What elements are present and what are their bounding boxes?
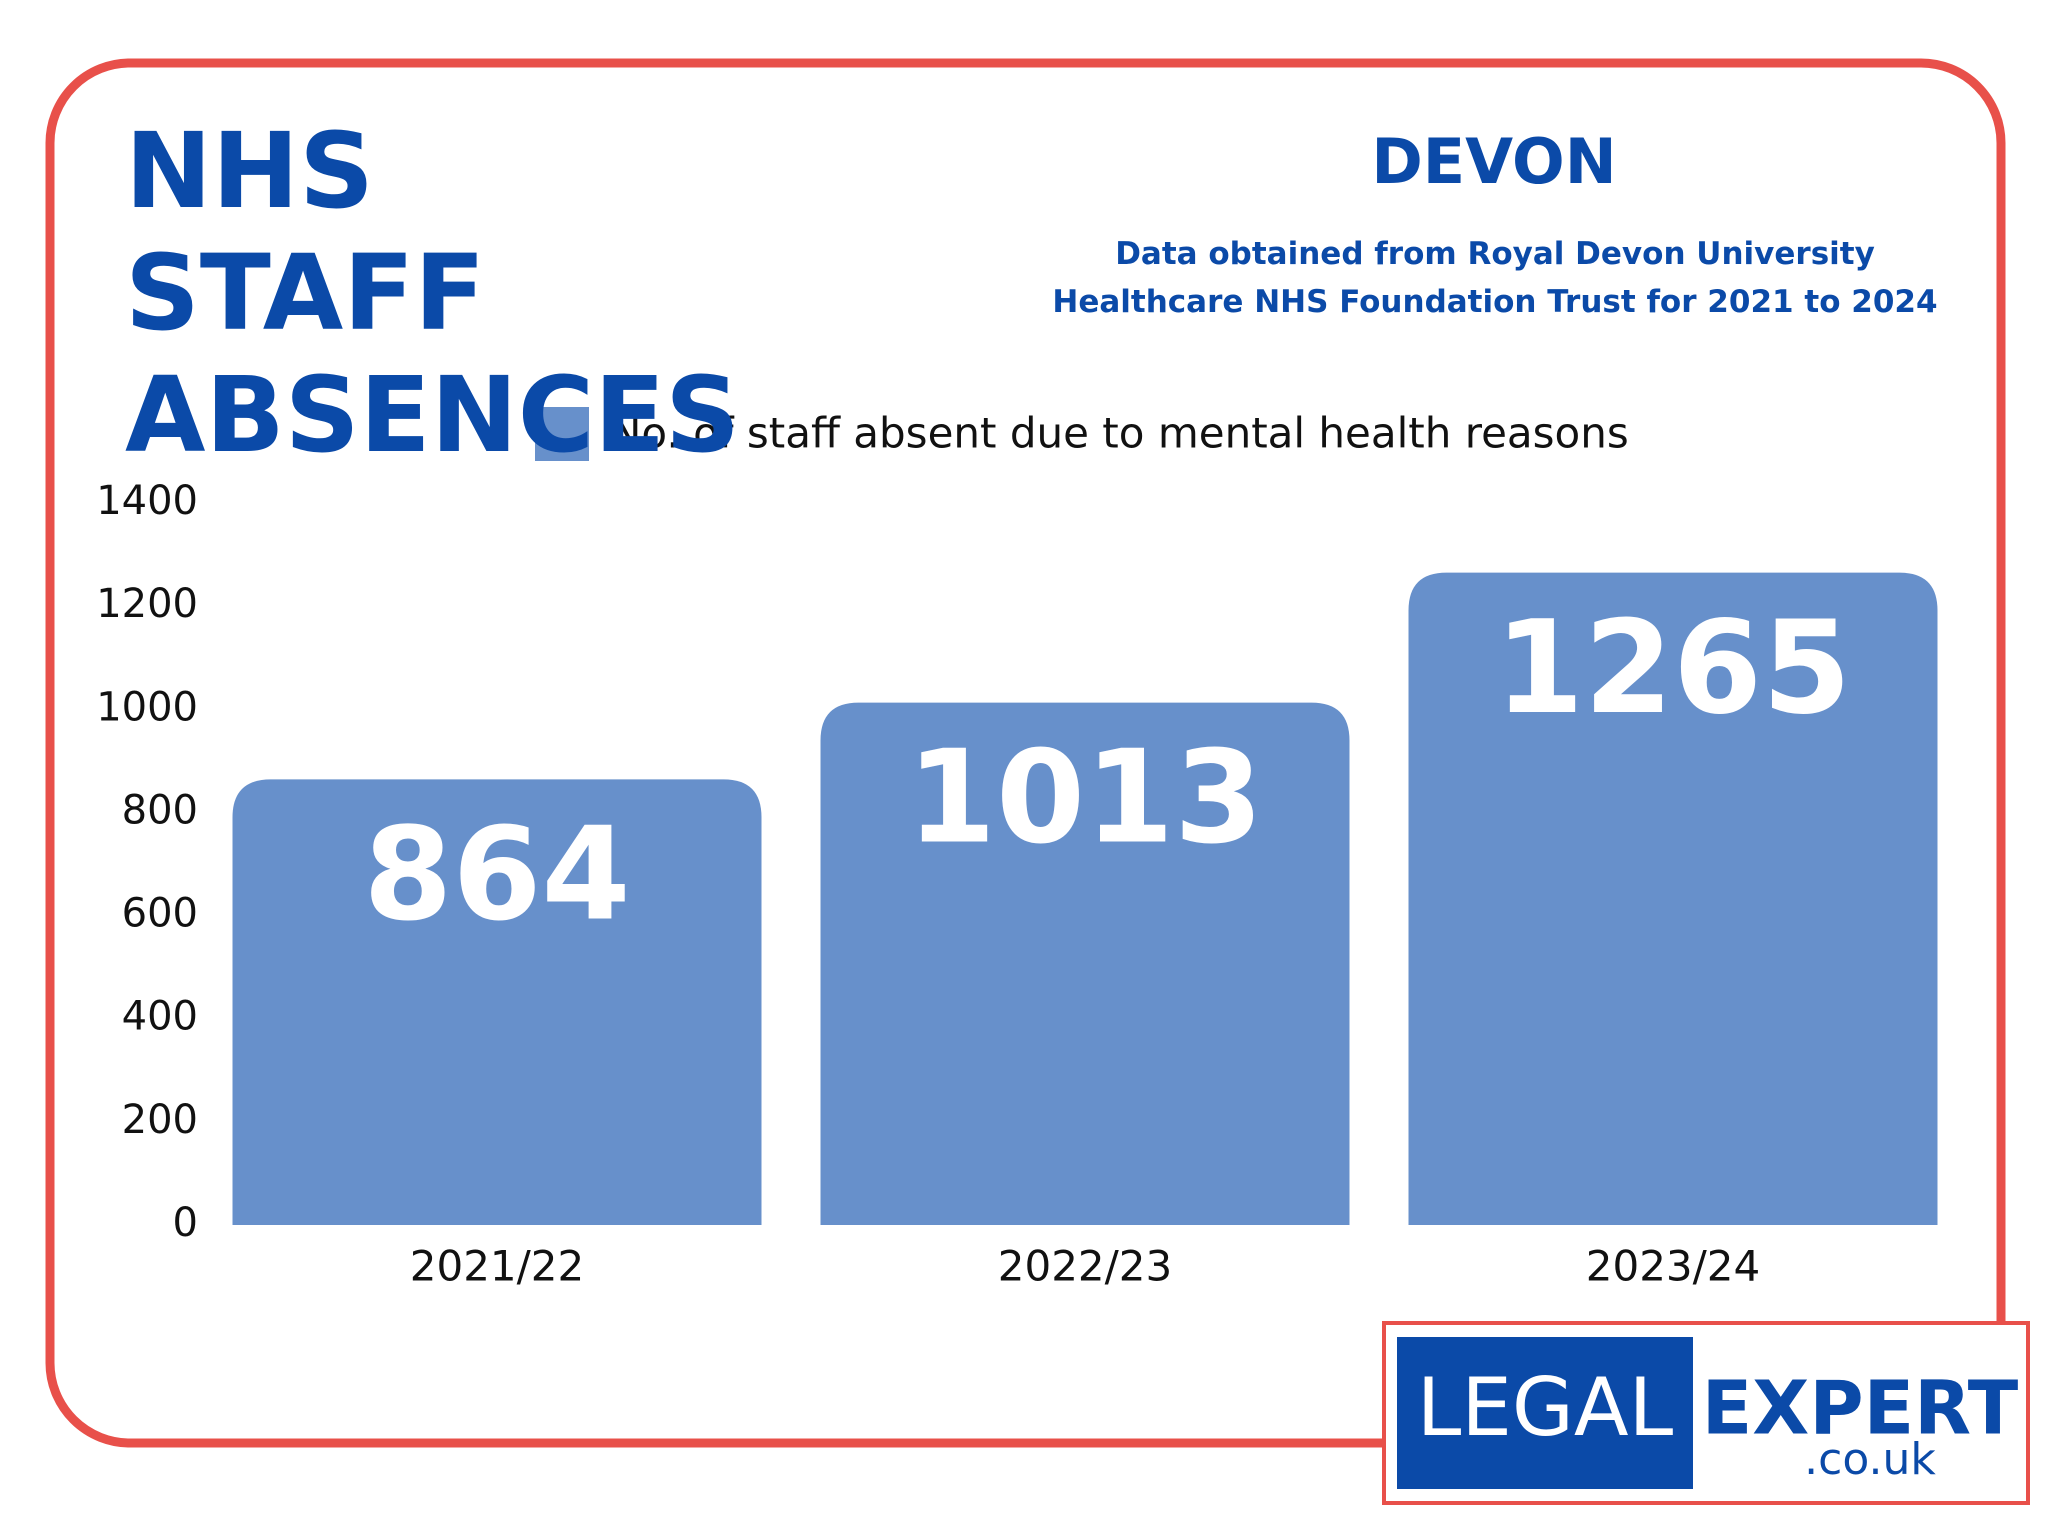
y-tick-label: 400 [122,994,198,1040]
logo-right: EXPERT [1702,1366,2019,1452]
logo: LEGAL EXPERT .co.uk [1382,1321,2030,1505]
logo-domain: .co.uk [1804,1434,1936,1485]
frame [45,58,2006,1448]
x-tick-label: 2023/24 [1586,1242,1760,1291]
y-tick-label: 600 [122,891,198,937]
value-label: 1013 [907,724,1263,873]
bar [232,779,762,1225]
y-tick-label: 1200 [96,581,198,627]
legend-swatch [535,407,589,461]
logo-blue [1397,1337,1693,1489]
bar [1408,572,1938,1225]
x-tick-label: 2022/23 [998,1242,1172,1291]
value-label: 864 [363,801,630,950]
y-tick-label: 800 [122,787,198,833]
legend-label: No. of staff absent due to mental health… [610,409,1629,458]
value-label: 1265 [1495,594,1851,743]
x-tick-label: 2021/22 [410,1242,584,1291]
region: DEVON [1371,125,1617,198]
title: NHS STAFF ABSENCES [125,110,741,476]
y-tick-label: 0 [173,1200,198,1246]
y-tick-label: 200 [122,1097,198,1143]
note: Data obtained from Royal Devon Universit… [1052,236,1938,320]
y-tick-label: 1000 [96,684,198,730]
y-tick-label: 1400 [96,478,198,524]
bar [820,702,1350,1225]
logo-left: LEGAL [1417,1361,1674,1454]
